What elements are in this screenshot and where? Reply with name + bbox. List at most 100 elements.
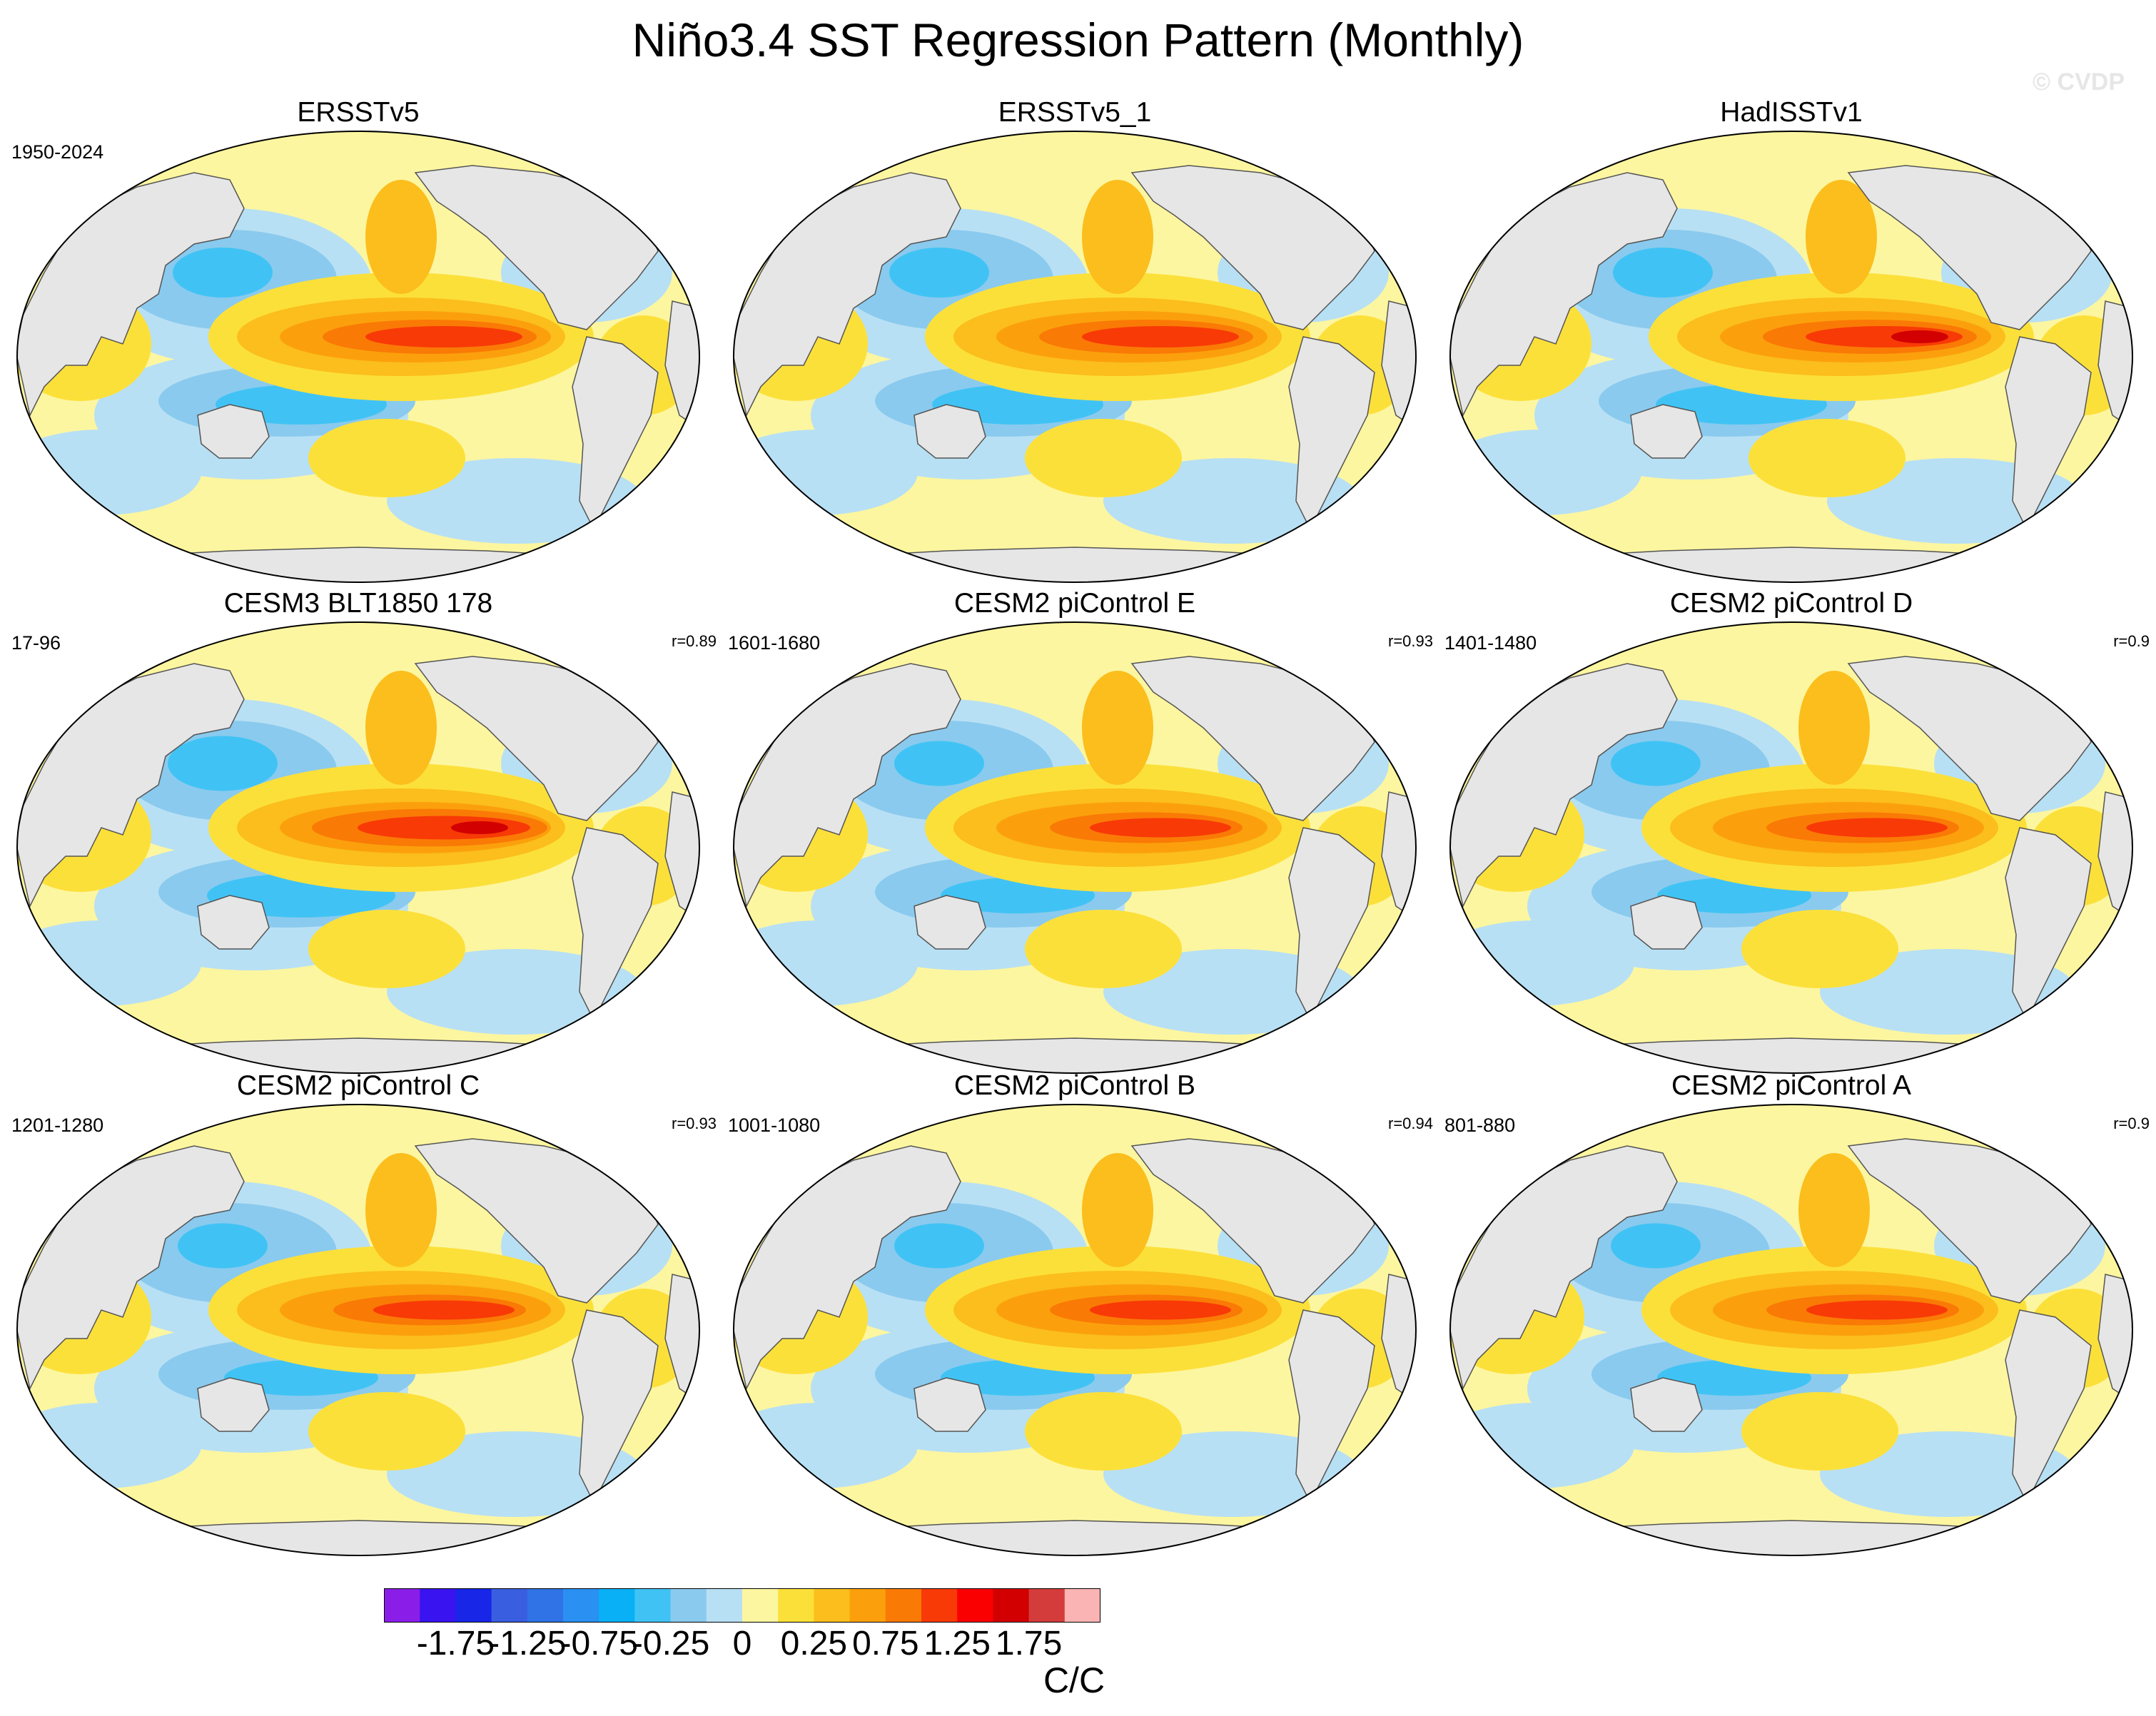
warm-anomaly-region [1082, 671, 1153, 785]
colorbar-swatch [527, 1588, 564, 1623]
warm-anomaly-region [1741, 910, 1898, 988]
colorbar-swatch [849, 1588, 886, 1623]
land-mass [1273, 140, 1347, 181]
map-outline [733, 1104, 1417, 1556]
warm-anomaly-region [1806, 818, 1948, 838]
land-mass [1519, 1520, 2064, 1555]
warm-anomaly-region [1082, 1153, 1153, 1267]
colorbar-swatch [599, 1588, 635, 1623]
colorbar-swatch [455, 1588, 492, 1623]
warm-anomaly-region [308, 419, 465, 497]
colorbar-tick-label: 0.25 [780, 1625, 848, 1662]
land-mass [1273, 1113, 1347, 1154]
warm-anomaly-region [1798, 1153, 1870, 1267]
land-mass [1288, 336, 1375, 531]
colorbar-tick-label: -0.75 [560, 1625, 638, 1662]
map-outline [1449, 131, 2133, 583]
map-panel: CESM2 piControl A 801-880 r=0.9 [1443, 1070, 2150, 1556]
map-panel: HadISSTv1 [1443, 97, 2140, 583]
land-mass [86, 1037, 631, 1073]
panel-title: HadISSTv1 [1720, 97, 1863, 128]
map-panel: CESM3 BLT1850 178 17-96 r=0.89 [10, 588, 717, 1074]
map-outline [733, 131, 1417, 583]
cvdp-watermark: © CVDP [2033, 68, 2125, 96]
warm-anomaly-core [1891, 330, 1948, 343]
land-mass [802, 1520, 1347, 1555]
colorbar-swatch [670, 1588, 707, 1623]
warm-anomaly-region [1025, 1392, 1182, 1471]
cool-anomaly-region [894, 741, 984, 786]
map-panel: ERSSTv5_1 [727, 97, 1423, 583]
colorbar-swatch [814, 1588, 851, 1623]
panel-period: 1001-1080 [728, 1115, 821, 1136]
land-mass [197, 1377, 270, 1432]
colorbar-swatch [742, 1588, 779, 1623]
panel-title: CESM2 piControl B [953, 1070, 1196, 1101]
panel-period: 17-96 [11, 632, 61, 654]
land-mass [2005, 1309, 2092, 1504]
land-mass [913, 895, 986, 950]
land-mass [1630, 404, 1703, 459]
land-mass [557, 140, 631, 181]
panel-pattern-correlation: r=0.9 [2113, 632, 2150, 650]
land-mass [1990, 631, 2064, 671]
land-mass [197, 895, 270, 950]
land-mass [86, 1520, 631, 1555]
colorbar-swatch [921, 1588, 958, 1623]
land-mass [2005, 336, 2092, 531]
colorbar-swatch [778, 1588, 814, 1623]
map-outline [733, 621, 1417, 1074]
land-mass [86, 547, 631, 582]
land-mass [1630, 1377, 1703, 1432]
regression-map [733, 131, 1417, 583]
cool-anomaly-region [889, 248, 989, 298]
warm-anomaly-region [1806, 180, 1877, 294]
colorbar-units: C/C [1043, 1660, 1105, 1700]
land-mass [557, 631, 631, 671]
cool-anomaly-region [178, 1223, 268, 1269]
land-mass [572, 1309, 659, 1504]
colorbar [384, 1588, 1100, 1623]
land-mass [1273, 631, 1347, 671]
panel-pattern-correlation: r=0.89 [672, 632, 717, 650]
land-mass [913, 404, 986, 459]
colorbar-swatch [420, 1588, 456, 1623]
colorbar-tick-label: 1.75 [995, 1625, 1063, 1662]
land-mass [1288, 827, 1375, 1022]
map-outline [1449, 621, 2133, 1074]
warm-anomaly-region [1741, 1392, 1898, 1471]
panel-period: 1601-1680 [728, 632, 821, 654]
colorbar-tick-label: -1.25 [488, 1625, 567, 1662]
colorbar-swatch [885, 1588, 922, 1623]
colorbar-tick-label: -0.25 [631, 1625, 710, 1662]
colorbar-border [384, 1588, 1100, 1623]
regression-map [16, 1104, 700, 1556]
land-mass [572, 827, 659, 1022]
cool-anomaly-region [1611, 1223, 1701, 1269]
regression-map [16, 131, 700, 583]
panel-pattern-correlation: r=0.93 [672, 1115, 717, 1132]
land-mass [557, 1113, 631, 1154]
map-panel: CESM2 piControl D 1401-1480 r=0.9 [1443, 588, 2150, 1074]
warm-anomaly-region [1082, 326, 1239, 347]
land-mass [1630, 895, 1703, 950]
warm-anomaly-region [1806, 1300, 1948, 1320]
warm-anomaly-core [451, 821, 508, 834]
warm-anomaly-region [1082, 180, 1153, 294]
land-mass [2005, 827, 2092, 1022]
panel-title: CESM2 piControl E [953, 588, 1196, 619]
warm-anomaly-region [1090, 818, 1231, 838]
colorbar-swatch [957, 1588, 993, 1623]
warm-anomaly-region [1025, 419, 1182, 497]
regression-map [16, 621, 700, 1074]
cool-anomaly-region [173, 248, 273, 298]
map-outline [16, 1104, 700, 1556]
warm-anomaly-region [1748, 419, 1906, 497]
cool-anomaly-region [1611, 741, 1701, 786]
panel-pattern-correlation: r=0.94 [1388, 1115, 1433, 1132]
colorbar-swatch [706, 1588, 743, 1623]
panel-period: 1401-1480 [1444, 632, 1537, 654]
colorbar-swatch [1064, 1588, 1100, 1623]
colorbar-tick-label: 0 [732, 1625, 752, 1662]
panel-title: CESM2 piControl A [1671, 1070, 1911, 1101]
